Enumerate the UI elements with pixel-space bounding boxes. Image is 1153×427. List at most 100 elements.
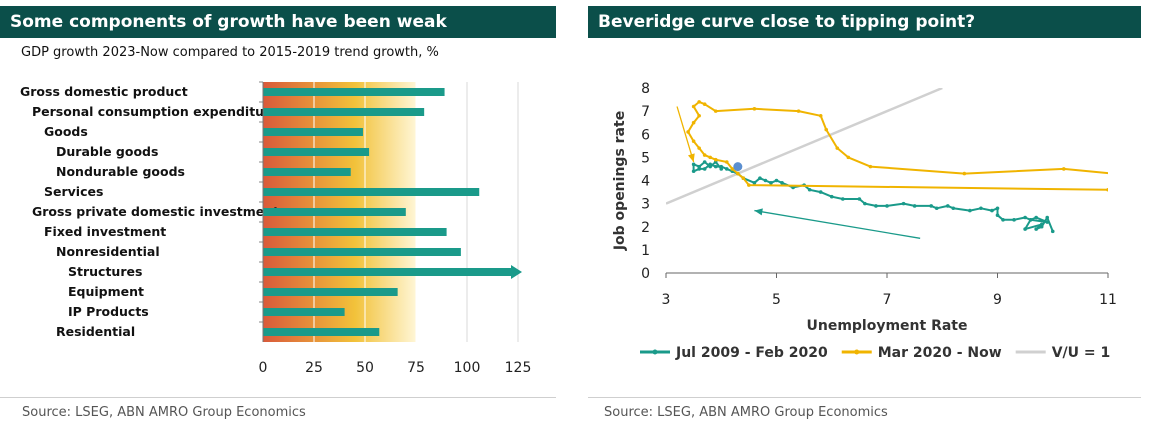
category-label-ip-products: IP Products	[68, 304, 149, 319]
data-point	[719, 167, 724, 171]
bar-durable-goods	[263, 148, 370, 156]
data-point	[708, 164, 712, 169]
x-tick-label: 5	[772, 292, 781, 308]
data-point	[697, 146, 701, 150]
bar-arrow-head	[511, 265, 522, 279]
right-chart-panel: Beveridge curve close to tipping point? …	[588, 0, 1153, 427]
x-tick-label: 3	[662, 292, 671, 308]
data-point	[962, 171, 967, 176]
data-point	[934, 206, 939, 211]
data-point	[979, 206, 983, 211]
data-point	[713, 164, 718, 169]
data-point	[945, 204, 950, 208]
x-tick-label: 75	[407, 360, 425, 376]
data-point	[846, 155, 851, 160]
right-source-note: Source: LSEG, ABN AMRO Group Economics	[604, 405, 888, 420]
data-point	[1001, 218, 1005, 222]
data-point	[1039, 222, 1044, 227]
data-point	[1050, 229, 1055, 234]
series-line-v-u-1	[666, 88, 943, 205]
category-label-durable-goods: Durable goods	[56, 144, 158, 159]
annotation-arrow-line	[676, 106, 695, 163]
data-point	[1112, 172, 1116, 176]
category-label-goods: Goods	[44, 124, 88, 139]
data-point	[968, 208, 972, 213]
x-tick-label: 0	[259, 360, 268, 376]
bar-gross-domestic-product	[263, 88, 445, 96]
data-point	[691, 104, 696, 109]
bar-nonresidential	[263, 248, 461, 256]
y-tick-label: 1	[641, 243, 650, 259]
data-point	[995, 206, 1000, 211]
data-point	[863, 201, 867, 206]
x-tick-label: 7	[883, 292, 892, 308]
data-point	[697, 113, 701, 118]
legend-label-mar-2020-now: Mar 2020 - Now	[878, 345, 1002, 361]
category-label-residential: Residential	[56, 324, 135, 339]
data-point	[824, 127, 829, 132]
data-point	[818, 113, 823, 118]
data-point	[691, 139, 696, 143]
data-point	[724, 167, 729, 171]
data-point	[702, 153, 707, 157]
data-point	[912, 204, 917, 208]
left-chart-title: Some components of growth have been weak	[0, 6, 556, 38]
legend-marker	[854, 349, 860, 355]
x-tick-label: 11	[1099, 292, 1117, 308]
data-point	[691, 169, 696, 174]
data-point	[807, 187, 812, 192]
x-tick-label: 100	[454, 360, 481, 376]
data-point	[747, 183, 751, 187]
data-point	[702, 160, 707, 164]
data-point	[1045, 220, 1050, 224]
bar-fixed-investment	[263, 228, 447, 236]
data-point	[1012, 218, 1016, 222]
legend-label-jul-2009-feb-2020: Jul 2009 - Feb 2020	[675, 345, 828, 361]
right-chart-title: Beveridge curve close to tipping point?	[588, 6, 1141, 38]
category-label-personal-consumption-expenditures: Personal consumption expenditures	[32, 104, 286, 119]
legend-marker	[652, 349, 658, 355]
x-tick-label: 50	[356, 360, 374, 376]
data-point	[995, 213, 1000, 217]
data-point	[1023, 227, 1027, 231]
data-point	[818, 190, 823, 194]
data-point	[951, 206, 956, 211]
y-tick-label: 3	[641, 197, 650, 213]
series-line-mar-2020-now	[687, 100, 1108, 191]
data-point	[713, 109, 718, 113]
bar-gross-private-domestic-investment	[263, 208, 406, 216]
data-point	[774, 178, 779, 183]
y-tick-label: 8	[641, 81, 650, 97]
data-point	[1034, 227, 1038, 231]
x-tick-label: 9	[993, 292, 1002, 308]
y-tick-label: 4	[641, 174, 650, 190]
legend-label-v-u-1: V/U = 1	[1052, 345, 1111, 361]
data-point	[736, 171, 740, 176]
data-point	[1023, 215, 1027, 220]
data-point	[780, 181, 784, 185]
category-label-gross-domestic-product: Gross domestic product	[20, 84, 188, 99]
data-point	[708, 155, 712, 160]
data-point	[929, 204, 933, 208]
bar-personal-consumption-expenditures	[263, 108, 425, 116]
data-point	[1106, 187, 1108, 192]
data-point	[829, 194, 834, 199]
x-tick-label: 125	[505, 360, 532, 376]
annotation-arrow-head	[687, 153, 695, 162]
left-chart-panel: Some components of growth have been weak…	[0, 0, 562, 427]
category-label-equipment: Equipment	[68, 284, 144, 299]
data-point	[691, 162, 696, 167]
data-point	[901, 201, 906, 206]
x-tick-label: 25	[305, 360, 323, 376]
y-tick-label: 6	[641, 127, 650, 143]
data-point	[752, 181, 757, 185]
left-source-note: Source: LSEG, ABN AMRO Group Economics	[22, 405, 306, 420]
bar-chart: 0 25 50 75 100 125 Gross domestic product Perso…	[20, 81, 532, 376]
left-chart-subtitle: GDP growth 2023-Now compared to 2015-201…	[21, 45, 439, 60]
y-tick-label: 0	[641, 266, 650, 282]
category-label-fixed-investment: Fixed investment	[44, 224, 166, 239]
bar-residential	[263, 328, 380, 336]
data-point	[691, 120, 696, 125]
category-label-gross-private-domestic-investment: Gross private domestic investment	[32, 204, 279, 219]
annotation-arrow-line	[754, 209, 921, 239]
